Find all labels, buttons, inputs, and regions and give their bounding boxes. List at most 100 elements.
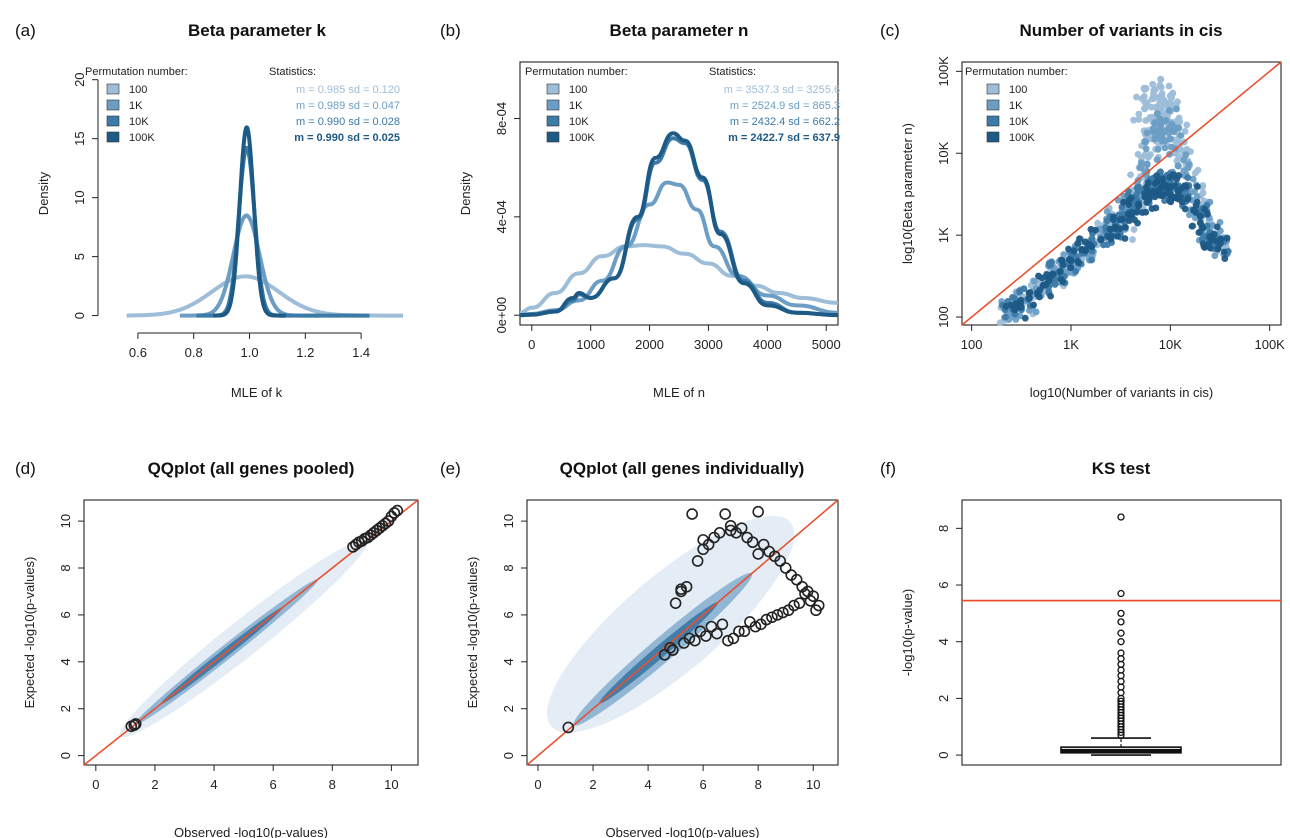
legend-swatch: [546, 99, 560, 111]
point: [738, 625, 751, 638]
point-jitter: [1185, 211, 1193, 219]
y-tick-label: 0: [58, 752, 73, 759]
panel-c: (c) Number of variants in cis 100 1K 10K 100K…: [880, 21, 1285, 400]
panel-letter: (c): [880, 21, 900, 40]
legend-entry: 100: [569, 84, 587, 96]
point: [1162, 117, 1170, 125]
point-jitter: [1142, 208, 1150, 216]
point-jitter: [1121, 235, 1129, 242]
point-jitter: [1011, 301, 1019, 309]
point-jitter: [1103, 217, 1111, 225]
point-jitter: [1158, 192, 1166, 199]
point-jitter: [1204, 210, 1211, 218]
x-tick-label: 0: [528, 337, 535, 352]
x-tick-label: 0.8: [185, 345, 203, 360]
point-jitter: [1151, 179, 1159, 187]
y-tick-label: 8: [58, 564, 73, 571]
point-jitter: [1145, 179, 1152, 186]
point-jitter: [1074, 257, 1082, 265]
y-tick-label: 2: [58, 705, 73, 712]
point: [810, 604, 822, 617]
x-axis-label: log10(Number of variants in cis): [1030, 385, 1214, 400]
point: [790, 573, 803, 586]
y-tick-label: 4: [58, 658, 73, 665]
point: [388, 507, 401, 519]
point-jitter: [1020, 285, 1028, 293]
point: [804, 595, 817, 607]
point: [744, 616, 756, 628]
x-tick-label: 1000: [576, 337, 605, 352]
point-jitter: [1177, 132, 1185, 140]
legend-entry: 1K: [569, 100, 583, 112]
panel-b: (b) Beta parameter n 0 1000 2000 3000 4000 5000…: [440, 21, 841, 400]
point-jitter: [1017, 296, 1025, 304]
x-tick-label: 1.4: [352, 345, 370, 360]
point-jitter: [1149, 80, 1157, 88]
point-jitter: [1077, 246, 1085, 254]
panel-title: Number of variants in cis: [1019, 21, 1222, 40]
point: [766, 611, 778, 624]
point-jitter: [1131, 216, 1138, 224]
outlier-points: [562, 505, 825, 734]
legend-title: Permutation number:: [525, 66, 628, 78]
y-tick-label: 8: [936, 525, 951, 532]
point: [1174, 162, 1182, 170]
panel-letter: (e): [440, 459, 461, 478]
point-jitter: [1157, 76, 1165, 83]
point-jitter: [1192, 208, 1200, 216]
point-jitter: [1165, 107, 1173, 114]
legend-entry: 1K: [129, 100, 143, 112]
y-axis-label: Density: [36, 171, 51, 215]
x-tick-label: 0: [534, 777, 541, 792]
point-jitter: [1193, 193, 1201, 201]
point-jitter: [1146, 114, 1154, 121]
point-jitter: [1183, 121, 1191, 129]
legend-entry: 1K: [1009, 100, 1023, 112]
x-tick-label: 0.6: [129, 345, 147, 360]
point-jitter: [1059, 261, 1067, 269]
point-jitter: [1156, 81, 1164, 89]
x-tick-label: 2: [151, 777, 158, 792]
point-jitter: [1135, 116, 1143, 123]
point-jitter: [1192, 202, 1200, 210]
point: [1184, 194, 1192, 203]
point-jitter: [1201, 205, 1208, 213]
point-jitter: [1182, 151, 1190, 159]
plot-frame: [961, 499, 1282, 766]
point: [1025, 294, 1033, 302]
point: [391, 504, 404, 517]
point: [700, 630, 712, 642]
series-points-100K: [1002, 171, 1231, 322]
point-jitter: [1060, 251, 1068, 258]
stat-entry: m = 0.990 sd = 0.025: [294, 132, 400, 144]
point-jitter: [1171, 182, 1179, 190]
point-jitter: [1195, 229, 1203, 236]
panel-e: (e) QQplot (all genes individually) 0 2 4 6 8 1…: [440, 459, 839, 838]
point-jitter: [1159, 175, 1167, 183]
density-line-10K: [195, 145, 371, 318]
point-jitter: [1039, 281, 1047, 289]
identity-line: [961, 61, 1282, 326]
legend-swatch: [986, 83, 1000, 95]
point-jitter: [1199, 189, 1207, 197]
point-jitter: [1141, 138, 1148, 145]
y-tick-label: 6: [936, 581, 951, 588]
y-axis-label: log10(Beta parameter n): [900, 123, 915, 264]
legend-swatch: [986, 131, 1000, 143]
point-jitter: [1168, 94, 1175, 102]
point: [1117, 609, 1125, 618]
legend-swatch: [546, 115, 560, 127]
point: [727, 632, 740, 645]
point-jitter: [1199, 223, 1206, 231]
y-tick-label: 100: [936, 306, 951, 328]
y-tick-label: 4: [501, 658, 516, 665]
point-jitter: [1211, 252, 1219, 260]
point-jitter: [1065, 245, 1072, 253]
y-tick-label: 10: [501, 514, 516, 528]
point-jitter: [1025, 289, 1033, 297]
stat-entry: m = 3537.3 sd = 3255.6: [724, 84, 840, 96]
point-jitter: [1047, 292, 1054, 300]
y-tick-label: 15: [72, 131, 87, 145]
point-jitter: [1156, 131, 1163, 139]
